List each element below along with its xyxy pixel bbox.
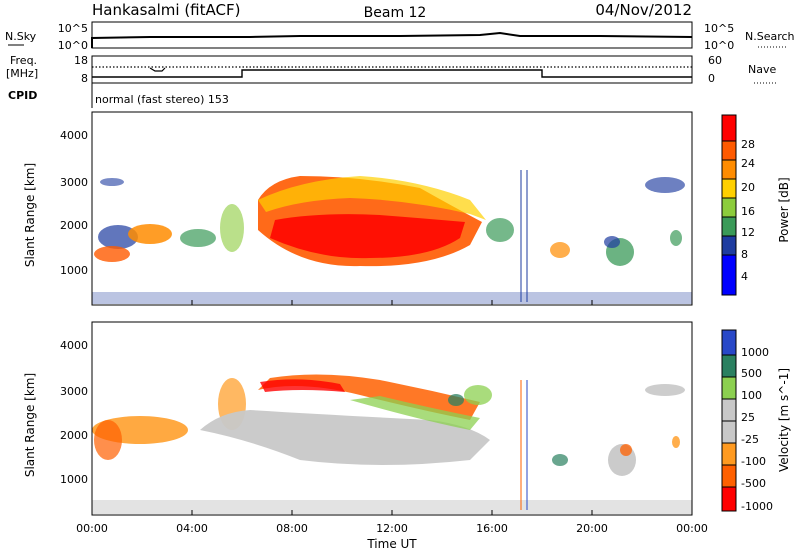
x-tick-0800: 08:00	[276, 522, 308, 535]
freq-right-tick-top: 60	[708, 54, 722, 67]
cpid-text: normal (fast stereo) 153	[95, 93, 229, 106]
velocity-colorbar-label: Velocity [m s^-1]	[777, 368, 791, 472]
cpid-label: CPID	[8, 89, 37, 102]
velocity-y-tick-3000: 3000	[60, 385, 88, 398]
power-colorbar	[721, 114, 737, 296]
power-y-tick-2000: 2000	[60, 219, 88, 232]
noise-right-label: N.Search	[745, 30, 795, 43]
x-tick-0400: 04:00	[176, 522, 208, 535]
power-cbar-tick-8: 8	[741, 248, 748, 261]
power-heatmap	[92, 170, 692, 304]
x-tick-0000: 00:00	[76, 522, 108, 535]
velocity-panel: 4000 3000 2000 1000 Slant Range [km] 100…	[23, 321, 791, 516]
power-x-ticks	[91, 300, 693, 305]
noise-right-tick-bottom: 10^0	[704, 39, 734, 52]
noise-left-tick-top: 10^5	[58, 22, 88, 35]
power-y-tick-3000: 3000	[60, 176, 88, 189]
velocity-cbar-tick-neg500: -500	[741, 477, 766, 490]
power-y-tick-1000: 1000	[60, 264, 88, 277]
x-tick-1600: 16:00	[476, 522, 508, 535]
power-cbar-tick-20: 20	[741, 181, 755, 194]
power-panel: 4000 3000 2000 1000 Slant Range [km] 28 …	[23, 111, 791, 306]
power-colorbar-label: Power [dB]	[777, 177, 791, 242]
velocity-x-ticks	[91, 510, 693, 515]
noise-sky-trace	[91, 31, 693, 48]
velocity-y-tick-4000: 4000	[60, 339, 88, 352]
freq-label-line1: Freq.	[10, 54, 37, 67]
power-y-tick-4000: 4000	[60, 129, 88, 142]
freq-trace	[92, 69, 692, 78]
nave-dip	[149, 67, 166, 72]
freq-left-tick-bottom: 8	[81, 72, 88, 85]
freq-left-tick-top: 18	[74, 54, 88, 67]
nave-label: Nave	[748, 63, 776, 76]
velocity-y-tick-1000: 1000	[60, 473, 88, 486]
power-cbar-tick-4: 4	[741, 270, 748, 283]
power-cbar-tick-28: 28	[741, 138, 755, 151]
x-tick-2000: 20:00	[576, 522, 608, 535]
power-cbar-tick-24: 24	[741, 157, 755, 170]
velocity-y-axis-label: Slant Range [km]	[23, 373, 37, 477]
x-axis: 00:00 04:00 08:00 12:00 16:00 20:00 00:0…	[76, 522, 708, 551]
freq-label-line2: [MHz]	[6, 67, 38, 80]
power-cbar-tick-16: 16	[741, 205, 755, 218]
velocity-heatmap	[92, 374, 692, 514]
x-tick-2400: 00:00	[676, 522, 708, 535]
velocity-cbar-tick-500: 500	[741, 367, 762, 380]
noise-right-tick-top: 10^5	[704, 22, 734, 35]
x-axis-label: Time UT	[366, 537, 417, 551]
power-cbar-tick-12: 12	[741, 226, 755, 239]
velocity-cbar-tick-25: 25	[741, 411, 755, 424]
noise-left-tick-bottom: 10^0	[58, 39, 88, 52]
freq-panel: Freq. [MHz] Nave 18 8 60 0	[6, 54, 776, 85]
velocity-cbar-tick-1000: 1000	[741, 346, 769, 359]
noise-panel: N.Sky N.Search 10^5 10^0 10^5 10^0	[5, 21, 795, 52]
power-y-axis-label: Slant Range [km]	[23, 163, 37, 267]
noise-left-label: N.Sky	[5, 30, 37, 43]
velocity-cbar-tick-neg1000: -1000	[741, 500, 773, 513]
station-title: Hankasalmi (fitACF)	[92, 1, 240, 19]
velocity-cbar-tick-neg100: -100	[741, 455, 766, 468]
freq-right-tick-bottom: 0	[708, 72, 715, 85]
x-tick-1200: 12:00	[376, 522, 408, 535]
velocity-colorbar	[721, 329, 737, 512]
velocity-y-tick-2000: 2000	[60, 429, 88, 442]
velocity-cbar-tick-neg25: -25	[741, 433, 759, 446]
velocity-cbar-tick-100: 100	[741, 389, 762, 402]
date-title: 04/Nov/2012	[595, 1, 692, 19]
beam-title: Beam 12	[364, 5, 427, 21]
